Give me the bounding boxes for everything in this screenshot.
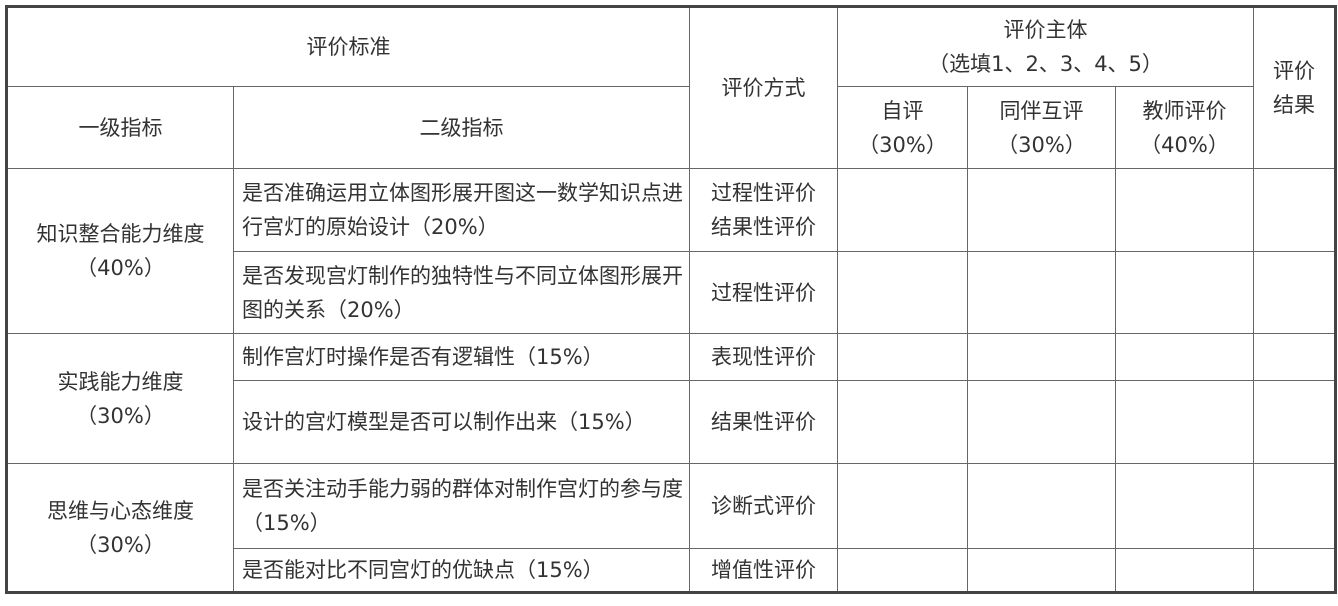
self-score-cell[interactable] [837, 380, 968, 464]
method-text: 过程性评价 [711, 181, 816, 205]
self-score-cell[interactable] [837, 168, 968, 252]
header-peer-weight: （30%） [997, 132, 1086, 157]
result-cell[interactable] [1253, 251, 1337, 334]
header-subject: 评价主体 （选填1、2、3、4、5） [836, 6, 1255, 87]
table-row: 思维与心态维度 （30%） 是否关注动手能力弱的群体对制作宫灯的参与度（15%）… [6, 463, 1337, 593]
group-cell: 知识整合能力维度 （40%） [6, 168, 234, 334]
table-row: 实践能力维度 （30%） 制作宫灯时操作是否有逻辑性（15%） 表现性评价 [6, 333, 1337, 464]
peer-score-cell[interactable] [967, 168, 1116, 252]
header-teacher: 教师评价 （40%） [1114, 86, 1255, 169]
method-text: 结果性评价 [711, 215, 816, 239]
table-row: 知识整合能力维度 （40%） 是否准确运用立体图形展开图这一数学知识点进行宫灯的… [6, 168, 1337, 334]
method-cell: 过程性评价 [689, 251, 838, 334]
indicator-cell: 是否发现宫灯制作的独特性与不同立体图形展开图的关系（20%） [233, 251, 690, 334]
header-subject-title: 评价主体 [1003, 18, 1088, 42]
header-peer-label: 同伴互评 [999, 98, 1084, 123]
peer-score-cell[interactable] [967, 380, 1116, 464]
self-score-cell[interactable] [837, 548, 968, 593]
method-cell: 表现性评价 [689, 333, 838, 381]
header-self: 自评 （30%） [837, 86, 968, 169]
peer-score-cell[interactable] [967, 548, 1116, 593]
header-peer: 同伴互评 （30%） [967, 86, 1116, 169]
group-name: 思维与心态维度 [47, 498, 194, 523]
group-weight: （30%） [76, 532, 165, 557]
header-subject-note: （选填1、2、3、4、5） [928, 52, 1163, 76]
self-score-cell[interactable] [837, 463, 968, 549]
group-name: 实践能力维度 [57, 369, 184, 394]
header-self-weight: （30%） [858, 132, 947, 157]
table-row: 设计的宫灯模型是否可以制作出来（15%） 结果性评价 [7, 380, 1337, 464]
method-cell: 结果性评价 [689, 380, 838, 464]
peer-score-cell[interactable] [967, 251, 1116, 334]
peer-score-cell[interactable] [967, 463, 1116, 549]
result-cell[interactable] [1253, 548, 1337, 593]
method-cell: 增值性评价 [689, 548, 838, 593]
teacher-score-cell[interactable] [1114, 548, 1255, 593]
group-cell: 思维与心态维度 （30%） [6, 463, 234, 593]
method-cell: 诊断式评价 [689, 463, 838, 549]
self-score-cell[interactable] [837, 251, 968, 334]
header-result-line2: 结果 [1273, 93, 1316, 117]
indicator-cell: 是否关注动手能力弱的群体对制作宫灯的参与度（15%） [233, 463, 690, 549]
method-cell: 过程性评价 结果性评价 [689, 168, 838, 252]
self-score-cell[interactable] [837, 333, 968, 381]
result-cell[interactable] [1253, 333, 1337, 381]
indicator-cell: 设计的宫灯模型是否可以制作出来（15%） [233, 380, 690, 464]
table-row: 是否能对比不同宫灯的优缺点（15%） 增值性评价 [7, 548, 1337, 593]
header-result-line1: 评价 [1273, 59, 1316, 83]
teacher-score-cell[interactable] [1114, 333, 1255, 381]
peer-score-cell[interactable] [967, 333, 1116, 381]
header-level2: 二级指标 [233, 86, 690, 169]
teacher-score-cell[interactable] [1114, 168, 1255, 252]
header-teacher-weight: （40%） [1140, 132, 1229, 157]
header-criteria: 评价标准 [6, 6, 690, 87]
evaluation-table: 评价标准 评价方式 评价主体 （选填1、2、3、4、5） 评价 结果 一级指标 … [5, 5, 1338, 594]
indicator-cell: 制作宫灯时操作是否有逻辑性（15%） [233, 333, 690, 381]
result-cell[interactable] [1253, 168, 1337, 252]
teacher-score-cell[interactable] [1114, 251, 1255, 334]
header-method: 评价方式 [689, 6, 838, 169]
group-cell: 实践能力维度 （30%） [6, 333, 234, 464]
header-teacher-label: 教师评价 [1142, 98, 1227, 123]
teacher-score-cell[interactable] [1114, 380, 1255, 464]
header-self-label: 自评 [881, 98, 924, 123]
group-name: 知识整合能力维度 [36, 222, 205, 246]
group-weight: （30%） [76, 403, 165, 428]
result-cell[interactable] [1253, 463, 1337, 549]
header-result: 评价 结果 [1253, 6, 1337, 169]
group-weight: （40%） [76, 256, 165, 280]
result-cell[interactable] [1253, 380, 1337, 464]
indicator-cell: 是否准确运用立体图形展开图这一数学知识点进行宫灯的原始设计（20%） [233, 168, 690, 252]
header-level1: 一级指标 [6, 86, 234, 169]
teacher-score-cell[interactable] [1114, 463, 1255, 549]
indicator-cell: 是否能对比不同宫灯的优缺点（15%） [233, 548, 690, 593]
